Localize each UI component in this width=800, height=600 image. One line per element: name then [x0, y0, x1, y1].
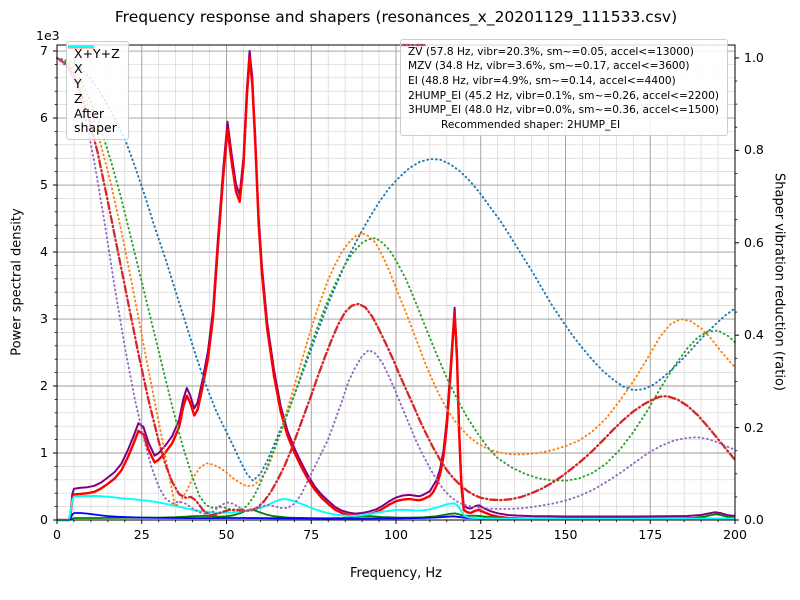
legend-entry-after_shaper: After shaper	[68, 46, 120, 135]
left-tick-label: 3	[40, 310, 48, 326]
legend-entry-three_hump_ei: 3HUMP_EI (48.0 Hz, vibr=0.0%, sm~=0.36, …	[401, 44, 719, 117]
series-mzv	[56, 56, 736, 508]
left-tick-label: 7	[40, 42, 48, 58]
left-tick-label: 1	[40, 444, 48, 460]
legend-label-three_hump_ei: 3HUMP_EI (48.0 Hz, vibr=0.0%, sm~=0.36, …	[408, 104, 719, 117]
left-axis-label: Power spectral density	[9, 208, 25, 356]
left-tick-label: 5	[40, 176, 48, 192]
legend-entry-psd_x: X	[68, 45, 120, 76]
legend-label-after_shaper: After shaper	[74, 106, 117, 135]
right-tick-label: 0.0	[744, 511, 764, 527]
right-tick-label: 0.6	[744, 234, 764, 250]
legend-line-sample-three_hump_ei	[401, 44, 427, 46]
legend-entry-zv: ZV (57.8 Hz, vibr=20.3%, sm~=0.05, accel…	[401, 44, 719, 59]
x-tick-label: 0	[53, 527, 61, 542]
right-tick-label: 0.8	[744, 142, 764, 158]
x-tick-label: 200	[723, 527, 747, 542]
legend-label-psd_x: X	[74, 61, 83, 76]
recommendation-text: Recommended shaper: 2HUMP_EI	[441, 119, 621, 132]
legend-label-psd_y: Y	[74, 76, 82, 91]
legend-psd: X+Y+Z X Y Z After shaper	[66, 41, 129, 140]
x-tick-label: 150	[553, 527, 578, 542]
x-axis-label: Frequency, Hz	[349, 566, 443, 581]
legend-label-mzv: MZV (34.8 Hz, vibr=3.6%, sm~=0.17, accel…	[408, 60, 690, 73]
x-tick-label: 75	[303, 527, 320, 542]
chart-title: Frequency response and shapers (resonanc…	[114, 8, 678, 26]
left-tick-label: 0	[40, 511, 48, 527]
series-two_hump_ei	[55, 56, 737, 517]
legend-label-psd_z: Z	[74, 91, 83, 106]
legend-entry-two_hump_ei: 2HUMP_EI (45.2 Hz, vibr=0.1%, sm~=0.26, …	[401, 43, 719, 103]
legend-shapers: ZV (57.8 Hz, vibr=20.3%, sm~=0.05, accel…	[400, 39, 728, 137]
series-ei	[56, 56, 736, 512]
series-three_hump_ei	[56, 56, 736, 515]
legend-label-ei: EI (48.8 Hz, vibr=4.9%, sm~=0.14, accel<…	[408, 74, 676, 87]
right-tick-label: 0.4	[744, 326, 764, 342]
x-tick-label: 100	[384, 527, 408, 542]
series-zv	[56, 56, 736, 482]
legend-entry-mzv: MZV (34.8 Hz, vibr=3.6%, sm~=0.17, accel…	[401, 44, 719, 73]
legend-label-psd_sum: X+Y+Z	[74, 46, 120, 61]
x-tick-label: 25	[133, 527, 150, 542]
left-tick-label: 2	[40, 377, 48, 393]
left-tick-label: 6	[40, 109, 48, 125]
legend-entry-ei: EI (48.8 Hz, vibr=4.9%, sm~=0.14, accel<…	[401, 44, 719, 88]
legend-line-sample-after_shaper	[68, 46, 94, 48]
right-axis-label: Shaper vibration reduction (ratio)	[771, 173, 787, 391]
legend-entry-psd_y: Y	[68, 46, 120, 91]
x-tick-label: 175	[638, 527, 663, 542]
series-psd_x	[57, 56, 735, 522]
legend-label-two_hump_ei: 2HUMP_EI (45.2 Hz, vibr=0.1%, sm~=0.26, …	[408, 89, 719, 102]
legend-entry-psd_z: Z	[68, 46, 120, 106]
left-tick-label: 4	[40, 243, 48, 259]
right-tick-label: 1.0	[744, 49, 764, 65]
y-axis-multiplier: 1e3	[36, 28, 60, 43]
right-tick-label: 0.2	[744, 419, 764, 435]
x-tick-label: 125	[468, 527, 493, 542]
x-tick-label: 50	[218, 527, 235, 542]
legend-label-zv: ZV (57.8 Hz, vibr=20.3%, sm~=0.05, accel…	[408, 45, 694, 58]
series-after_shaper	[57, 494, 735, 521]
